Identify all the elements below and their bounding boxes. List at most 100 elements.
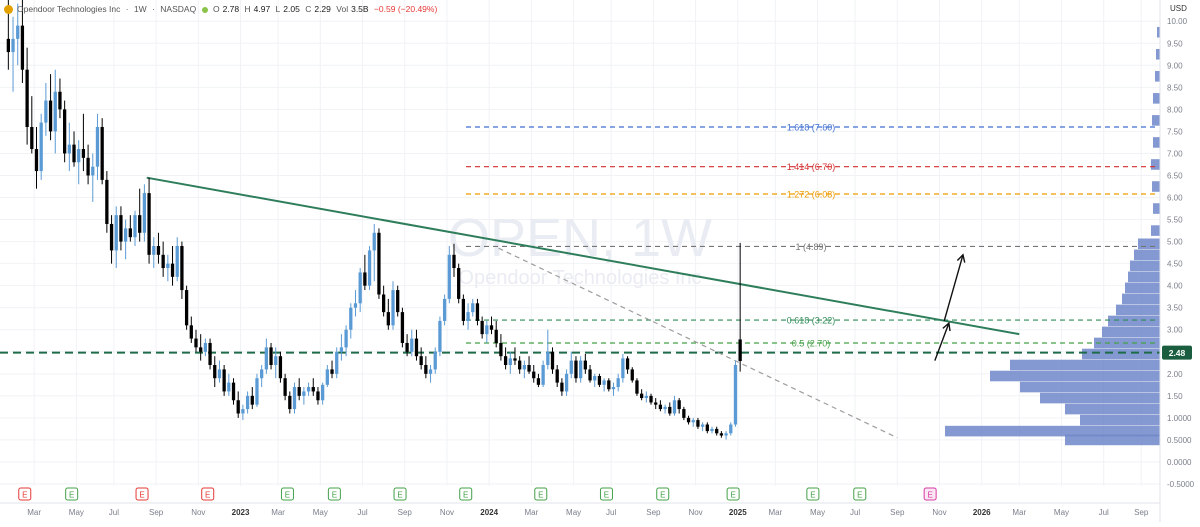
volume-value: 3.5B (351, 4, 369, 14)
candle-body (381, 294, 386, 313)
earnings-marker-icon (65, 487, 79, 501)
y-tick-label: 3.50 (1167, 304, 1183, 313)
earnings-marker-label: E (604, 491, 609, 500)
candle-body (30, 127, 34, 150)
x-tick-label: May (313, 508, 328, 517)
y-tick-label: 10.00 (1167, 17, 1188, 26)
candle-body (161, 254, 165, 269)
candle-body (138, 215, 142, 233)
volume-profile-bar (1153, 93, 1160, 104)
candle-body (719, 433, 724, 436)
candle-body (639, 393, 644, 399)
x-tick-label: Mar (768, 508, 782, 517)
candle-body (199, 347, 203, 352)
x-tick-label: Nov (191, 508, 205, 517)
candle-body (471, 303, 475, 313)
candle-body (733, 365, 738, 425)
volume-profile-bar (1155, 71, 1160, 82)
y-tick-label: 6.00 (1167, 194, 1183, 203)
candle-body (503, 356, 508, 365)
earnings-marker-icon (599, 487, 613, 501)
x-tick-label: Sep (1134, 508, 1149, 517)
candle-body (166, 263, 170, 269)
y-tick-label: 2.00 (1167, 370, 1183, 379)
candle-body (222, 369, 226, 392)
candle-body (39, 122, 43, 172)
close-label: C (305, 4, 312, 14)
market-status-icon (201, 6, 208, 13)
candle-body (208, 342, 212, 365)
candle-body (349, 307, 353, 330)
candle-body (48, 100, 53, 132)
x-tick-label: May (566, 508, 581, 517)
volume-profile-bar (1157, 26, 1160, 38)
symbol-logo-icon (4, 5, 13, 15)
candle-body (283, 378, 287, 396)
x-tick-label: Nov (440, 508, 454, 517)
fib-level-label: 0.5 (2.70) (792, 338, 831, 348)
candle-body (677, 400, 681, 410)
candle-body (142, 193, 147, 233)
candle-body (203, 342, 208, 352)
candle-body (114, 215, 118, 251)
candle-body (588, 369, 592, 381)
candle-body (109, 223, 114, 251)
y-tick-label: 9.50 (1167, 39, 1183, 48)
candle-body (358, 272, 362, 304)
candle-body (396, 290, 400, 313)
volume-profile-bar (945, 425, 1160, 437)
candle-body (438, 320, 442, 352)
volume-profile-bar (1156, 48, 1160, 60)
candle-body (170, 263, 175, 277)
fib-level-label: 0.618 (3.22) (787, 316, 836, 326)
open-value: 2.78 (222, 4, 240, 14)
earnings-marker-icon (534, 487, 548, 501)
x-tick-label: Mar (525, 508, 539, 517)
candle-body (20, 25, 25, 70)
y-tick-label: 9.00 (1167, 61, 1183, 70)
candle-body (433, 351, 437, 370)
volume-profile-bar (990, 370, 1160, 382)
candle-body (231, 382, 236, 401)
candle-body (91, 166, 95, 176)
x-tick-label: Mar (271, 508, 285, 517)
candle-body (86, 157, 90, 176)
watermark-company: Opendoor Technologies Inc (458, 267, 701, 289)
candle-body (184, 290, 189, 326)
candle-body (691, 420, 695, 423)
candle-body (710, 428, 714, 432)
candle-body (414, 338, 419, 357)
earnings-marker-label: E (285, 491, 290, 500)
x-tick-label: 2024 (480, 508, 498, 517)
candle-body (532, 371, 536, 379)
candle-body (72, 144, 76, 163)
volume-label: Vol (336, 4, 349, 14)
x-tick-label: Nov (932, 508, 946, 517)
candle-body (306, 387, 311, 392)
candle-body (682, 409, 686, 418)
volume-profile-bar (1153, 203, 1160, 214)
candle-body (100, 127, 104, 180)
candle-body (424, 365, 428, 374)
arrow-shaft (943, 254, 964, 322)
candle-body (180, 246, 184, 291)
candle-body (593, 376, 597, 381)
earnings-marker-label: E (730, 491, 735, 500)
candle-body (499, 342, 503, 357)
candle-body (564, 373, 569, 392)
volume-profile-bar (1065, 403, 1160, 415)
volume-profile-bar (1153, 137, 1160, 148)
candle-body (274, 356, 278, 365)
candle-body (546, 351, 550, 365)
candle-body (518, 360, 522, 370)
volume-profile-bar (1122, 293, 1160, 305)
header-exchange: NASDAQ (160, 4, 197, 14)
candle-body (494, 329, 498, 343)
watermark-symbol: OPEN, 1W (448, 208, 712, 268)
candle-body (419, 356, 423, 365)
candle-body (335, 351, 339, 374)
candle-body (724, 433, 728, 436)
low-value: 2.05 (283, 4, 300, 14)
